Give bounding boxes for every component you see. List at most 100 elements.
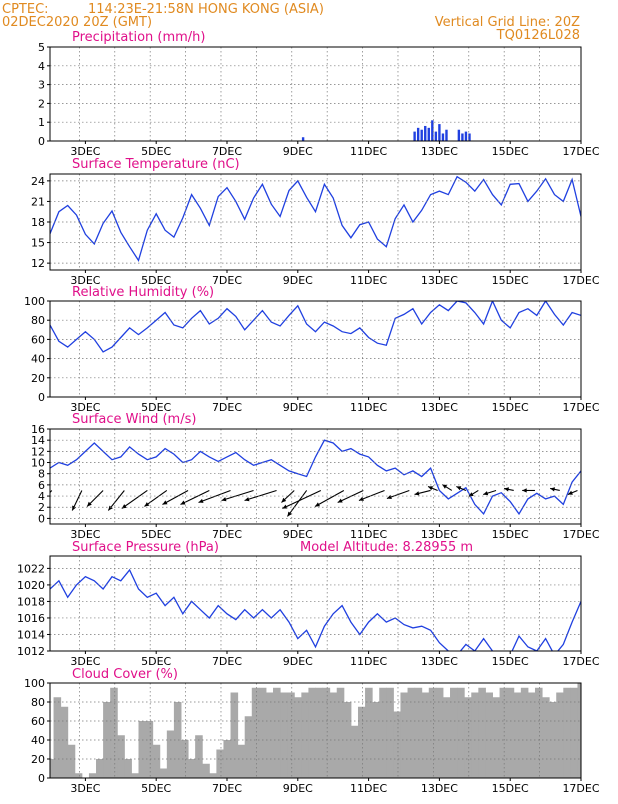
cloud-bar	[159, 768, 168, 778]
cloud-bar	[542, 697, 550, 778]
cloud-bar	[251, 687, 260, 778]
x-tick-label: 9DEC	[283, 274, 313, 287]
cloud-bar	[365, 687, 373, 778]
cloud-bar	[273, 687, 281, 778]
wind-arrow	[282, 489, 322, 509]
cloud-bar	[492, 697, 501, 778]
cloud-bar	[145, 721, 154, 778]
cloud-bar	[88, 773, 97, 778]
wind-arrow-head	[483, 491, 489, 496]
x-tick-label: 5DEC	[141, 782, 171, 795]
x-tick-label: 9DEC	[283, 655, 313, 668]
cloud-bar	[315, 687, 324, 778]
wind-arrow-head	[414, 491, 420, 496]
cloud-bar	[202, 763, 210, 778]
x-tick-label: 3DEC	[70, 782, 100, 795]
x-tick-label: 9DEC	[283, 145, 313, 158]
wind-arrow	[314, 489, 345, 507]
x-tick-label: 7DEC	[212, 655, 242, 668]
plot-area	[50, 683, 581, 778]
cloud-bar	[407, 687, 416, 778]
precip-bar	[468, 133, 471, 141]
x-tick-label: 11DEC	[350, 528, 387, 541]
cloud-bar	[343, 702, 352, 778]
x-tick-label: 17DEC	[562, 782, 599, 795]
x-tick-label: 5DEC	[141, 655, 171, 668]
wind-arrow-head	[428, 486, 433, 491]
cloud-bar	[372, 702, 380, 778]
wind-arrow-head	[87, 501, 92, 507]
wind-arrow-head	[456, 486, 462, 491]
series-line	[50, 301, 581, 353]
cloud-bar	[499, 687, 508, 778]
y-tick-label: 100	[24, 295, 45, 308]
cloud-bar	[457, 687, 465, 778]
wind-arrow-head	[108, 505, 113, 511]
y-tick-label: 21	[31, 195, 45, 208]
wind-arrow-head	[337, 498, 343, 503]
y-tick-label: 1018	[17, 595, 45, 608]
precip-bar	[445, 129, 448, 141]
panel-annotation: Model Altitude: 8.28955 m	[300, 540, 473, 555]
y-tick-label: 16	[31, 423, 45, 436]
y-tick-label: 1012	[17, 645, 45, 658]
y-tick-label: 40	[31, 353, 45, 366]
precip-bar	[457, 129, 461, 141]
y-tick-label: 18	[31, 216, 45, 229]
panel-5: Surface Pressure (hPa) Model Altitude: 8.…	[17, 540, 600, 668]
wind-arrow	[221, 489, 254, 501]
y-tick-label: 14	[31, 434, 45, 447]
cloud-bar	[570, 687, 578, 778]
cloud-bar	[110, 687, 118, 778]
y-tick-label: 1022	[17, 562, 45, 575]
cloud-bar	[400, 692, 409, 778]
precip-bar	[424, 125, 427, 141]
plot-area	[50, 175, 581, 262]
panel-frame	[49, 555, 582, 652]
cloud-bar	[74, 773, 83, 778]
y-tick-label: 12	[31, 445, 45, 458]
panel-title: Surface Pressure (hPa)	[72, 540, 219, 555]
cloud-bar	[96, 759, 104, 778]
wind-arrow-head	[144, 502, 150, 507]
panel-6: Cloud Cover (%) 0 20 40 60 80 100 3DEC 5DEC 7DEC 9…	[24, 667, 600, 795]
cloud-bar	[485, 692, 493, 778]
x-tick-label: 9DEC	[283, 782, 313, 795]
wind-arrow	[144, 490, 168, 507]
precip-bar	[416, 127, 420, 141]
wind-arrow-head	[468, 492, 474, 497]
cloud-bar	[350, 725, 359, 778]
wind-arrow-head	[550, 487, 555, 492]
y-tick-label: 15	[31, 237, 45, 250]
y-tick-label: 20	[31, 753, 45, 766]
wind-arrow	[244, 489, 277, 501]
cloud-bar	[117, 735, 125, 778]
wind-arrow	[287, 490, 308, 517]
wind-arrow	[198, 489, 231, 503]
precip-bar	[413, 131, 416, 141]
cloud-bar	[294, 697, 302, 778]
x-tick-label: 7DEC	[212, 145, 242, 158]
wind-arrow-head	[244, 497, 250, 502]
wind-arrow-head	[281, 497, 287, 503]
panel-3: Relative Humidity (%) 0 20 40 60 80 100 3DEC 5DE…	[24, 285, 600, 414]
x-tick-label: 7DEC	[212, 274, 242, 287]
x-tick-label: 17DEC	[562, 274, 599, 287]
y-tick-label: 4	[38, 490, 45, 503]
wind-arrow	[358, 489, 385, 501]
x-tick-label: 15DEC	[492, 528, 529, 541]
cloud-bar	[520, 687, 529, 778]
cloud-bar	[138, 721, 147, 778]
wind-arrow	[162, 489, 189, 505]
precip-bar	[427, 127, 430, 141]
cloud-bar	[329, 692, 338, 778]
y-tick-label: 20	[31, 372, 45, 385]
y-tick-label: 24	[31, 175, 45, 188]
wind-arrow-head	[198, 498, 204, 503]
y-tick-label: 0	[38, 512, 45, 525]
y-tick-label: 3	[38, 79, 45, 92]
cloud-bar	[357, 706, 366, 778]
cloud-bar	[421, 692, 430, 778]
y-tick-label: 60	[31, 715, 45, 728]
